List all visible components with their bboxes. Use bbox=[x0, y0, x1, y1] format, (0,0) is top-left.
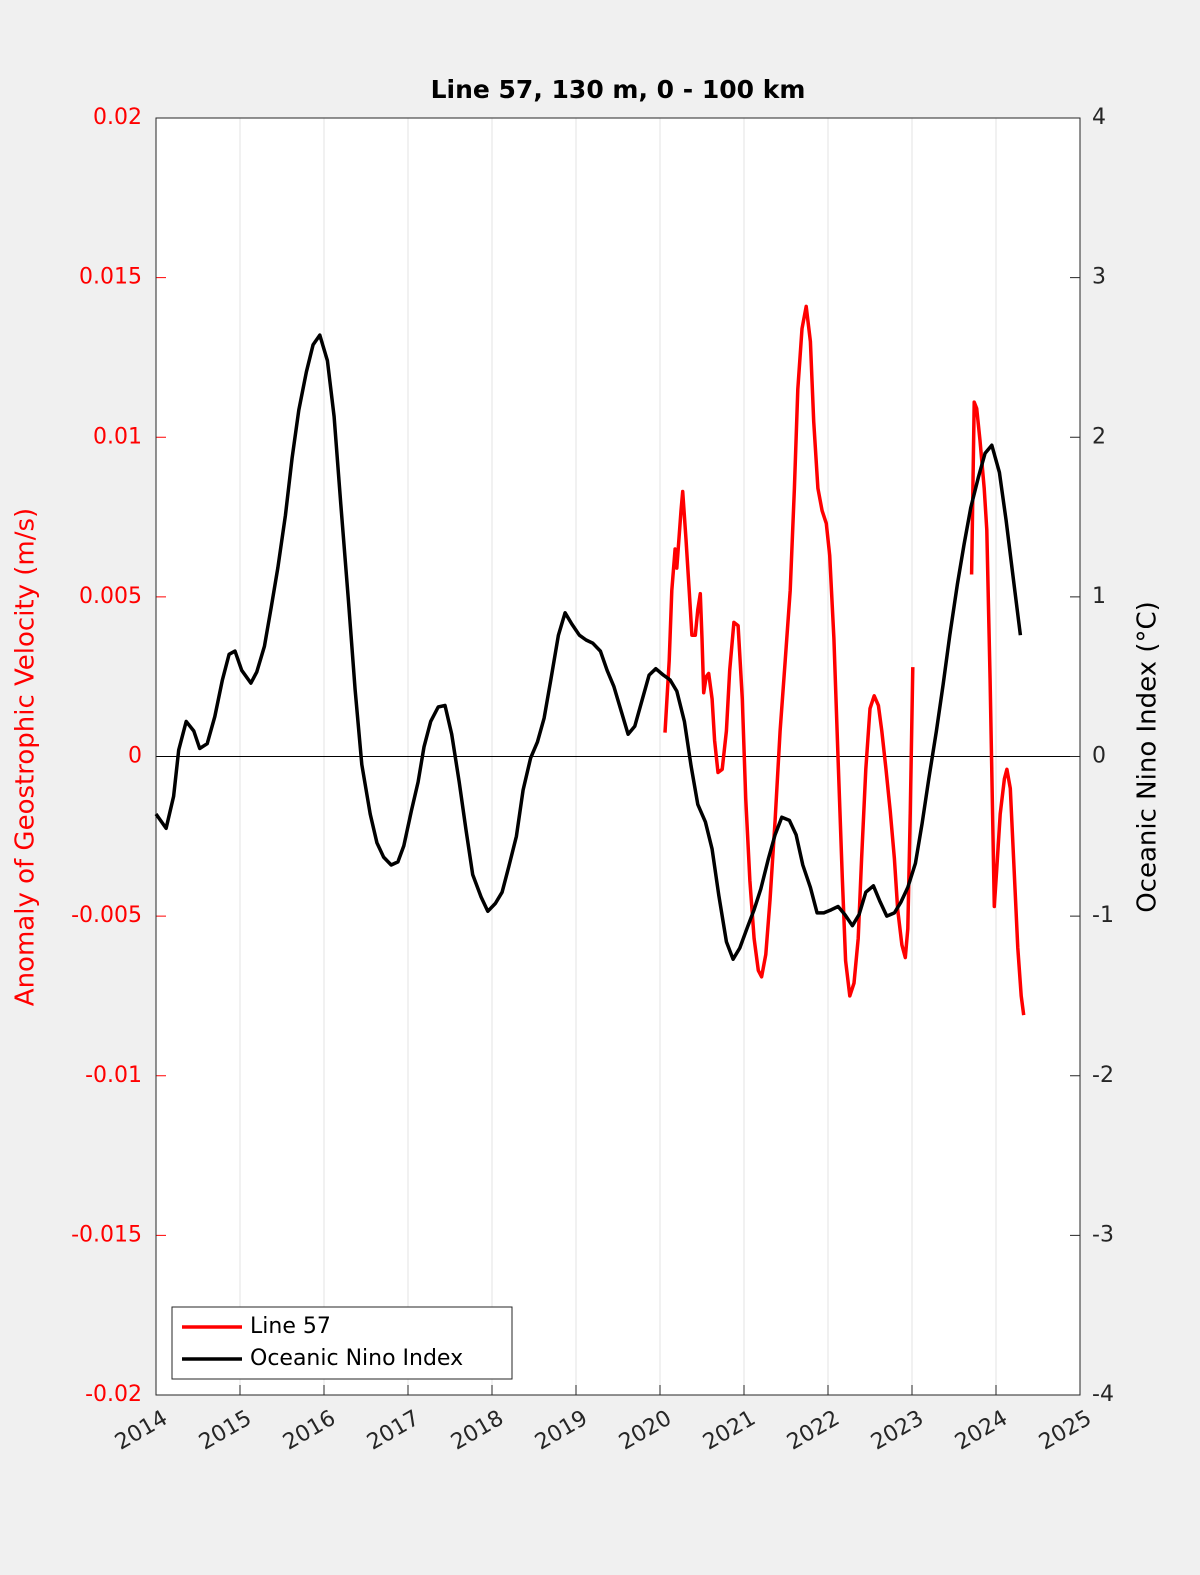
y-tick-label: 0.015 bbox=[79, 265, 142, 290]
y-tick-label: -0.005 bbox=[71, 903, 142, 928]
y2-tick-label: 4 bbox=[1092, 105, 1106, 130]
y-tick-label: -0.02 bbox=[85, 1382, 142, 1407]
y-tick-label: 0.005 bbox=[79, 584, 142, 609]
chart-title: Line 57, 130 m, 0 - 100 km bbox=[431, 75, 806, 104]
y2-tick-label: 3 bbox=[1092, 265, 1106, 290]
legend: Line 57 Oceanic Nino Index bbox=[171, 1306, 513, 1380]
plot-frame bbox=[155, 117, 1081, 1396]
data-line bbox=[663, 304, 1026, 1016]
y2-tick-label: 0 bbox=[1092, 744, 1106, 769]
y2-tick-label: -1 bbox=[1092, 903, 1114, 928]
y-tick-label: 0.01 bbox=[93, 424, 142, 449]
y-axis-label: Anomaly of Geostrophic Velocity (m/s) bbox=[11, 508, 41, 1006]
legend-label: Oceanic Nino Index bbox=[250, 1346, 463, 1371]
y2-tick-label: -3 bbox=[1092, 1222, 1114, 1247]
y2-tick-label: 2 bbox=[1092, 424, 1106, 449]
data-line bbox=[154, 333, 1023, 961]
y-tick-label: -0.015 bbox=[71, 1222, 142, 1247]
y-tick-label: 0.02 bbox=[93, 105, 142, 130]
y2-tick-label: 1 bbox=[1092, 584, 1106, 609]
y2-tick-label: -2 bbox=[1092, 1063, 1114, 1088]
y-tick-label: -0.01 bbox=[85, 1063, 142, 1088]
y2-tick-label: -4 bbox=[1092, 1382, 1114, 1407]
y2-axis-label: Oceanic Nino Index (°C) bbox=[1133, 601, 1163, 913]
legend-box bbox=[171, 1306, 513, 1380]
y-tick-label: 0 bbox=[128, 744, 142, 769]
legend-label: Line 57 bbox=[250, 1314, 331, 1339]
